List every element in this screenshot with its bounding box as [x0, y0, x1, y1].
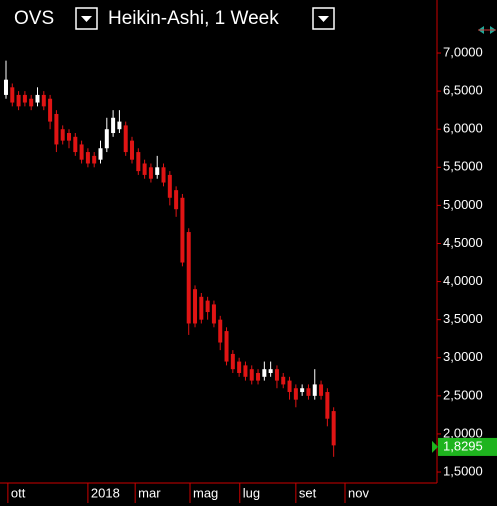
candle-body — [48, 98, 53, 122]
y-tick-label: 5,0000 — [443, 197, 483, 212]
candle-body — [16, 94, 21, 107]
candle-body — [104, 129, 109, 149]
candle-body — [85, 152, 90, 164]
candle-body — [117, 121, 122, 130]
chart-type: Heikin-Ashi, 1 Week — [108, 8, 279, 29]
candle-body — [306, 388, 311, 396]
candle-body — [325, 392, 330, 419]
y-tick-label: 6,0000 — [443, 121, 483, 136]
y-tick-label: 2,5000 — [443, 387, 483, 402]
y-tick-label: 7,0000 — [443, 44, 483, 59]
candle-body — [174, 190, 179, 210]
candle-body — [98, 148, 103, 160]
last-price-box — [438, 437, 497, 456]
candle-body — [268, 369, 273, 373]
candle-body — [35, 94, 40, 103]
x-tick-label: ott — [11, 485, 26, 500]
candle-body — [10, 87, 15, 103]
candle-body — [312, 384, 317, 396]
candle-body — [319, 384, 324, 396]
candle-body — [331, 411, 336, 446]
x-tick-label: lug — [243, 485, 260, 500]
last-price-label: 1,8295 — [443, 438, 483, 453]
candle-body — [218, 319, 223, 343]
candle-body — [230, 353, 235, 370]
candle-body — [300, 388, 305, 393]
symbol: OVS — [14, 8, 54, 29]
candle-body — [293, 388, 298, 400]
y-tick-label: 3,5000 — [443, 311, 483, 326]
candle-body — [281, 376, 286, 385]
candle-body — [148, 167, 153, 179]
candle-body — [155, 167, 160, 175]
candle-body — [224, 331, 229, 362]
candle-body — [256, 372, 261, 381]
x-tick-label: 2018 — [91, 485, 120, 500]
header: OVS Heikin-Ashi, 1 Week — [14, 7, 496, 34]
candle-body — [3, 79, 8, 95]
scale-icon[interactable] — [478, 26, 496, 34]
candle-body — [199, 296, 204, 320]
dropdown-arrow — [81, 16, 92, 22]
candle-body — [73, 136, 78, 153]
y-tick-label: 1,5000 — [443, 463, 483, 478]
y-tick-label: 4,5000 — [443, 235, 483, 250]
candle-body — [29, 98, 34, 107]
y-tick-label: 2,0000 — [443, 425, 483, 440]
x-tick-label: set — [299, 485, 317, 500]
y-tick-label: 6,5000 — [443, 83, 483, 98]
candle-body — [287, 380, 292, 393]
candle-body — [180, 197, 185, 263]
y-tick-label: 5,5000 — [443, 159, 483, 174]
x-tick-label: mar — [138, 485, 161, 500]
x-tick-label: nov — [348, 485, 369, 500]
x-tick-label: mag — [193, 485, 218, 500]
last-price-pointer — [432, 440, 438, 453]
candle-body — [262, 369, 267, 377]
candle-body — [67, 133, 71, 141]
candle-body — [54, 113, 59, 145]
candle-body — [186, 232, 191, 324]
candle-body — [22, 94, 27, 103]
candle-body — [130, 140, 135, 160]
candle-body — [249, 369, 254, 381]
y-tick-label: 4,0000 — [443, 273, 483, 288]
candle-body — [161, 167, 166, 183]
y-tick-label: 3,0000 — [443, 349, 483, 364]
candle-body — [243, 365, 248, 377]
candle-body — [167, 174, 172, 198]
candle-body — [79, 144, 84, 160]
candle-body — [274, 369, 279, 381]
candle-body — [111, 117, 116, 134]
candle-body — [237, 361, 242, 373]
candle-body — [41, 94, 46, 107]
candle-body — [193, 289, 198, 324]
candle-body — [92, 155, 97, 164]
candle-body — [136, 152, 141, 172]
candle-body — [211, 304, 216, 324]
candle-body — [142, 163, 147, 175]
dropdown-arrow — [318, 16, 329, 22]
candle-body — [60, 129, 65, 141]
candle-body — [205, 300, 210, 313]
candle-body — [123, 125, 128, 153]
